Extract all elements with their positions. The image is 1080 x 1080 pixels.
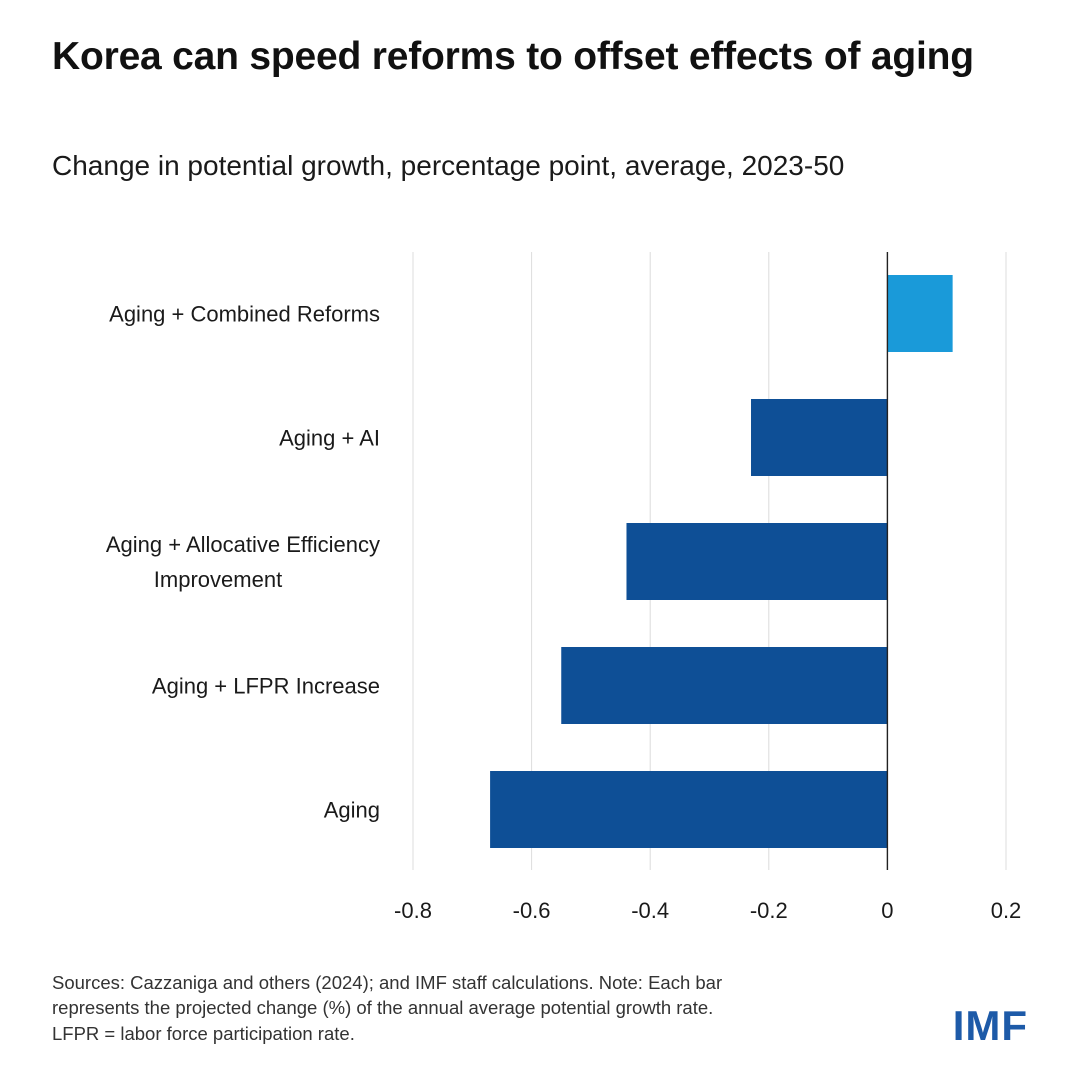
category-label: Aging + Allocative Efficiency bbox=[106, 532, 380, 557]
category-label: Aging + AI bbox=[279, 426, 380, 451]
x-tick-label: -0.6 bbox=[513, 898, 551, 923]
imf-logo: IMF bbox=[952, 1002, 1028, 1049]
category-label: Aging + LFPR Increase bbox=[152, 674, 380, 699]
x-tick-labels: -0.8 -0.6 -0.4 -0.2 0 0.2 bbox=[394, 898, 1021, 923]
bar bbox=[626, 523, 888, 600]
bar bbox=[887, 275, 953, 352]
chart-subtitle: Change in potential growth, percentage p… bbox=[52, 150, 845, 181]
category-label: Aging + Combined Reforms bbox=[109, 302, 380, 327]
chart-title: Korea can speed reforms to offset effect… bbox=[52, 35, 974, 78]
x-tick-label: 0.2 bbox=[991, 898, 1022, 923]
bars bbox=[490, 275, 953, 848]
x-tick-label: 0 bbox=[881, 898, 893, 923]
footnote-line: represents the projected change (%) of t… bbox=[52, 997, 714, 1019]
category-label: Aging bbox=[324, 798, 380, 823]
x-tick-label: -0.2 bbox=[750, 898, 788, 923]
x-tick-label: -0.4 bbox=[631, 898, 669, 923]
bar bbox=[561, 647, 888, 724]
category-label: Improvement bbox=[154, 567, 282, 592]
footnote-line: LFPR = labor force participation rate. bbox=[52, 1022, 355, 1044]
x-tick-label: -0.8 bbox=[394, 898, 432, 923]
category-labels: Aging + Combined Reforms Aging + AI Aging … bbox=[106, 302, 380, 823]
footnote-line: Sources: Cazzaniga and others (2024); an… bbox=[52, 972, 723, 993]
bar bbox=[751, 399, 888, 476]
bar bbox=[490, 771, 888, 848]
footnote: Sources: Cazzaniga and others (2024); an… bbox=[52, 970, 882, 1046]
